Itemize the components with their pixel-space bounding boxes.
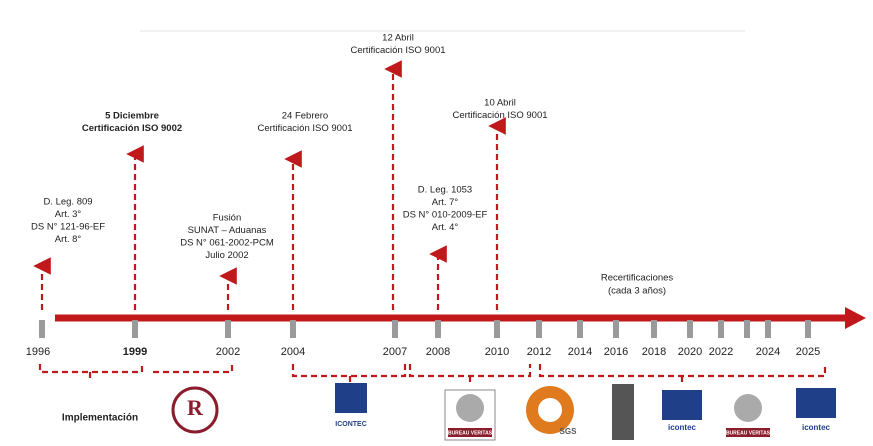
year-label: 2022 [709, 346, 733, 358]
year-label: 2008 [426, 346, 450, 358]
logo-text: SGS [560, 427, 578, 436]
event-text: D. Leg. 1053 [418, 185, 472, 196]
year-tick [290, 320, 296, 338]
event-text: Certificación ISO 9001 [350, 45, 445, 56]
event-text: D. Leg. 809 [43, 197, 92, 208]
year-label: 2004 [281, 346, 305, 358]
implementation-label: Implementación [62, 413, 138, 424]
year-label: 2024 [756, 346, 780, 358]
event-text: DS N° 121-96-EF [31, 222, 105, 233]
event-text: Art. 3° [55, 209, 82, 220]
event-text: 24 Febrero [282, 111, 328, 122]
year-tick [39, 320, 45, 338]
year-tick [718, 320, 724, 338]
year-tick [687, 320, 693, 338]
year-label: 2018 [642, 346, 666, 358]
event-text: Julio 2002 [205, 250, 248, 261]
year-label: 2007 [383, 346, 407, 358]
year-tick [805, 320, 811, 338]
event-text: Certificación ISO 9001 [257, 123, 352, 134]
year-tick [494, 320, 500, 338]
year-tick [435, 320, 441, 338]
event-text: Art. 4° [432, 222, 459, 233]
year-tick [225, 320, 231, 338]
recert-text: Recertificaciones [601, 273, 674, 284]
year-label: 2025 [796, 346, 820, 358]
logos: R [171, 383, 836, 441]
year-label: 2002 [216, 346, 240, 358]
logo-text: ICONTEC [335, 421, 367, 428]
event-text: DS N° 010-2009-EF [403, 210, 488, 221]
year-tick [651, 320, 657, 338]
year-label: 2014 [568, 346, 592, 358]
year-tick [613, 320, 619, 338]
year-label: 2010 [485, 346, 509, 358]
year-tick [744, 320, 750, 338]
year-label: 2020 [678, 346, 702, 358]
event-text: DS N° 061-2002-PCM [180, 238, 274, 249]
event-text: 5 Diciembre [105, 111, 159, 122]
svg-text:R: R [187, 395, 204, 420]
axis-arrowhead [845, 307, 866, 329]
recert-text: (cada 3 años) [608, 286, 666, 297]
event-text: SUNAT – Aduanas [188, 225, 267, 236]
year-label: 1999 [123, 346, 147, 358]
event-text: Certificación ISO 9002 [82, 123, 182, 134]
year-tick [132, 320, 138, 338]
year-label: 2012 [527, 346, 551, 358]
year-label: 2016 [604, 346, 628, 358]
year-tick [577, 320, 583, 338]
year-tick [392, 320, 398, 338]
year-tick [536, 320, 542, 338]
logo-text: icontec [802, 423, 831, 432]
logo-text: BUREAU VERITAS [726, 430, 771, 436]
event-text: Fusión [213, 213, 242, 224]
year-tick [765, 320, 771, 338]
logo-text: icontec [668, 423, 697, 432]
event-text: Certificación ISO 9001 [452, 110, 547, 121]
event-text: 10 Abril [484, 98, 516, 109]
brackets [38, 364, 827, 384]
event-text: 12 Abril [382, 33, 414, 44]
year-label: 1996 [26, 346, 50, 358]
logo-text: BUREAU VERITAS [448, 430, 493, 436]
event-text: Art. 7° [432, 197, 459, 208]
event-text: Art. 8° [55, 234, 82, 245]
